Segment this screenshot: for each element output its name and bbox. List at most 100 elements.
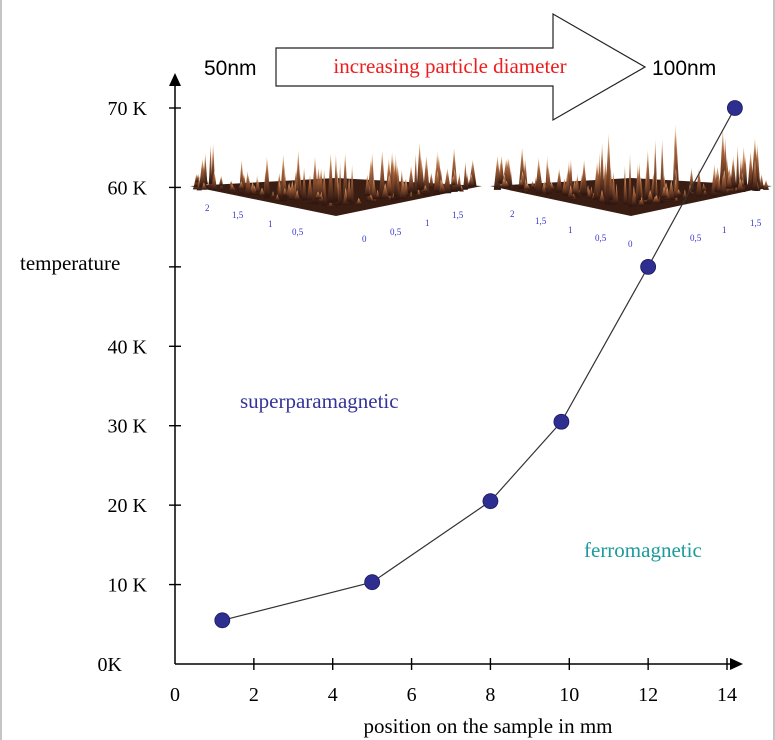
afm-peak — [338, 162, 342, 205]
data-series — [214, 100, 743, 629]
afm-peak — [407, 165, 415, 193]
y-tick-label: 40 K — [108, 336, 148, 358]
superparamagnetic-label: superparamagnetic — [240, 389, 399, 413]
afm-peak — [498, 163, 503, 184]
afm-peak — [467, 174, 475, 187]
afm-peak — [375, 189, 380, 198]
afm-peak — [271, 191, 275, 198]
afm-peak — [346, 177, 352, 202]
afm-peak — [535, 157, 542, 194]
data-point — [214, 612, 231, 629]
x-axis-title: position on the sample in mm — [363, 714, 612, 738]
y-tick-label: 10 K — [108, 575, 148, 597]
afm-peak — [328, 198, 333, 208]
afm-peak — [281, 168, 288, 199]
afm-peak — [452, 176, 456, 185]
afm-peak — [530, 180, 535, 188]
afm-peak — [506, 158, 512, 188]
afm-peak — [730, 156, 737, 188]
left-size-label: 50nm — [204, 57, 257, 80]
afm-peak — [695, 168, 703, 197]
y-axis-arrowhead — [169, 73, 181, 86]
afm-surface-image: 2 1,5 1 0,5 0 0,5 1 1,5 — [490, 123, 772, 249]
afm-peak — [586, 189, 592, 198]
data-point — [553, 413, 570, 430]
afm-axis-label: 0,5 — [292, 227, 304, 237]
afm-axis-label: 1 — [722, 225, 727, 235]
afm-peak — [567, 185, 574, 199]
afm-peak — [631, 185, 637, 207]
afm-peak — [417, 157, 425, 190]
axes — [169, 73, 743, 670]
afm-peak — [608, 167, 613, 200]
x-tick-label: 10 — [559, 684, 579, 706]
x-axis-arrowhead — [730, 658, 743, 670]
afm-peak — [545, 165, 552, 194]
afm-peak — [333, 153, 339, 202]
afm-peak — [735, 145, 740, 188]
afm-peak — [255, 179, 261, 193]
afm-peak — [763, 179, 769, 190]
afm-peak — [342, 152, 348, 202]
afm-peak — [456, 177, 461, 189]
afm-peak — [386, 174, 394, 196]
afm-peak — [571, 180, 578, 194]
afm-peak — [364, 174, 371, 196]
y-tick-label: 20 K — [108, 495, 148, 517]
afm-peak — [463, 161, 468, 190]
afm-axis-label: 1 — [425, 218, 430, 228]
afm-axis-label: 1,5 — [232, 210, 244, 220]
afm-peak — [288, 180, 297, 200]
afm-peak — [556, 168, 563, 193]
afm-peak — [568, 158, 574, 195]
afm-peak — [258, 187, 266, 196]
afm-axis-label: 0 — [628, 239, 633, 249]
afm-peak — [315, 167, 322, 200]
x-tick-label: 8 — [485, 684, 495, 706]
afm-peak — [218, 176, 224, 186]
afm-peak — [434, 170, 441, 193]
afm-peak — [654, 173, 659, 201]
afm-peak — [409, 191, 413, 198]
x-tick-label: 2 — [249, 684, 259, 706]
afm-axis-label: 1,5 — [750, 218, 762, 228]
afm-peak — [199, 158, 206, 188]
afm-peak — [661, 186, 668, 198]
afm-peak — [637, 161, 641, 201]
afm-peak — [652, 195, 661, 204]
afm-peak — [682, 189, 687, 199]
afm-peak — [238, 181, 245, 190]
afm-peak — [244, 170, 251, 196]
afm-peak — [674, 195, 679, 202]
afm-peak — [598, 189, 606, 203]
afm-peak — [500, 178, 508, 188]
afm-peak — [413, 153, 418, 194]
afm-peak — [264, 158, 271, 197]
afm-peak — [599, 142, 605, 198]
afm-axis-label: 0,5 — [595, 233, 607, 243]
afm-peak — [589, 186, 594, 196]
afm-peak — [282, 188, 288, 196]
afm-peak — [523, 183, 531, 190]
afm-peak — [301, 167, 307, 201]
afm-peak — [275, 194, 280, 201]
x-tick-label: 6 — [407, 684, 417, 706]
afm-peak — [195, 174, 200, 183]
afm-peak — [646, 190, 654, 202]
afm-axis-label: 2 — [205, 203, 210, 213]
afm-peak — [667, 180, 675, 200]
afm-peak — [703, 186, 707, 196]
afm-peak — [438, 179, 446, 194]
afm-peak — [736, 178, 744, 192]
afm-peak — [416, 189, 421, 196]
afm-peak — [211, 170, 218, 191]
afm-axis-label: 0 — [362, 234, 367, 244]
afm-peak — [443, 168, 452, 194]
afm-peak — [355, 198, 363, 205]
afm-peak — [659, 138, 665, 204]
afm-peak — [561, 178, 568, 196]
y-tick-label: 30 K — [108, 416, 148, 438]
afm-axis-label: 1,5 — [535, 216, 547, 226]
afm-peak — [451, 168, 459, 191]
